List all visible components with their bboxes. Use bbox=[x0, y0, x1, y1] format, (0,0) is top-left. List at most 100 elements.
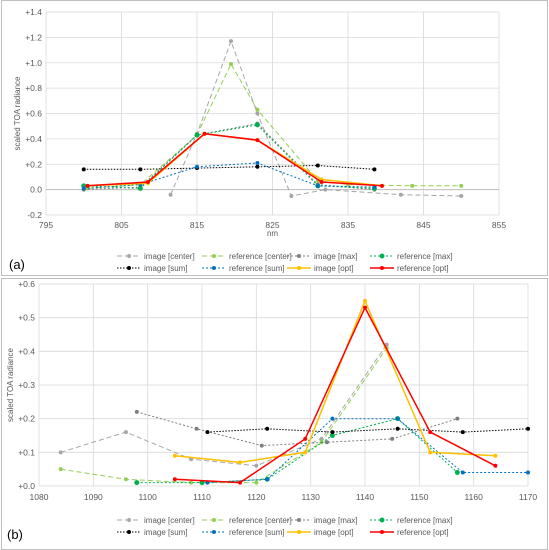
chart-a-series-1 bbox=[85, 62, 464, 191]
chart-b-legend-marker bbox=[297, 530, 301, 534]
chart-b-xtick-label: 1160 bbox=[465, 492, 484, 502]
chart-a-ytick-label: -0.2 bbox=[27, 210, 42, 220]
chart-b-data-point bbox=[330, 416, 335, 421]
chart-b-data-point bbox=[526, 470, 530, 475]
chart-a-xtick-label: 835 bbox=[341, 220, 355, 230]
chart-b-series-line bbox=[60, 344, 388, 467]
chart-a-legend-marker bbox=[297, 254, 301, 258]
chart-b-data-point bbox=[324, 440, 329, 445]
chart-panel-a: -0.2 0.0 +0.2 +0.4 +0.6 +0.8 +1.0 +1.2 +1.4 795 80… bbox=[1, 0, 548, 276]
chart-b-data-point bbox=[428, 430, 433, 435]
chart-a-legend-label: image [max] bbox=[314, 252, 358, 261]
chart-a-series-6 bbox=[85, 131, 384, 188]
chart-b-data-point bbox=[363, 305, 367, 310]
chart-b-data-point bbox=[265, 477, 270, 482]
chart-b-data-point bbox=[254, 480, 259, 485]
chart-a-series-5 bbox=[81, 160, 377, 191]
chart-a-data-point bbox=[459, 193, 464, 198]
chart-a-data-point bbox=[138, 167, 143, 172]
chart-a-data-point bbox=[202, 131, 207, 136]
chart-a-series-7 bbox=[85, 131, 384, 188]
chart-b-data-point bbox=[259, 443, 264, 448]
chart-a-legend: image [center] reference [center] image [m… bbox=[117, 252, 453, 273]
chart-a-series-line bbox=[83, 124, 375, 189]
chart-b-series-line bbox=[136, 418, 458, 484]
chart-a-ytick-label: 0.0 bbox=[30, 185, 42, 195]
chart-a-data-point bbox=[254, 122, 260, 128]
chart-b-series-line bbox=[174, 298, 496, 464]
chart-b-data-point bbox=[395, 416, 400, 421]
chart-a-ytick-label: +0.6 bbox=[25, 109, 42, 119]
chart-b-data-point bbox=[58, 450, 63, 455]
chart-a-data-point bbox=[168, 192, 173, 197]
chart-a-legend-marker bbox=[212, 266, 216, 270]
chart-b-series-2 bbox=[134, 409, 460, 448]
chart-a-legend-marker bbox=[379, 253, 385, 259]
chart-b-data-point bbox=[238, 460, 243, 465]
chart-a-data-point bbox=[81, 167, 86, 172]
chart-b-legend-label: reference [sum] bbox=[229, 528, 285, 537]
chart-b-data-point bbox=[493, 453, 498, 458]
chart-a-data-point bbox=[255, 138, 260, 143]
chart-b-svg: +0.0 +0.1 +0.2 +0.3 +0.4 +0.5 +0.6 1080 1090 1100… bbox=[6, 279, 537, 542]
chart-b-legend-marker bbox=[127, 518, 131, 522]
chart-a-legend-marker bbox=[127, 254, 131, 258]
chart-b-legend-label: reference [max] bbox=[397, 516, 453, 525]
chart-a-ytick-label: +0.4 bbox=[25, 134, 42, 144]
chart-a-legend-label: image [center] bbox=[144, 252, 195, 261]
chart-b-legend-marker bbox=[212, 518, 216, 522]
chart-a-legend-marker bbox=[212, 254, 216, 258]
chart-b-ytick-label: +0.1 bbox=[18, 447, 35, 457]
chart-a-data-point bbox=[459, 183, 464, 188]
chart-a-data-point bbox=[398, 192, 403, 197]
chart-b-xtick-label: 1150 bbox=[410, 492, 429, 502]
chart-b-series-7 bbox=[172, 305, 498, 485]
chart-b-data-point bbox=[363, 298, 367, 303]
chart-a-legend-label: image [sum] bbox=[144, 264, 188, 273]
chart-a-data-point bbox=[194, 132, 200, 138]
chart-b-legend-marker bbox=[380, 530, 384, 534]
chart-a-series-line bbox=[87, 133, 383, 187]
chart-b-data-point bbox=[455, 416, 460, 421]
chart-b-series-6 bbox=[172, 298, 498, 465]
chart-b-series-0 bbox=[58, 342, 389, 468]
chart-b-ytick-label: +0.0 bbox=[18, 481, 35, 491]
chart-panel-b: +0.0 +0.1 +0.2 +0.3 +0.4 +0.5 +0.6 1080 1090 1100… bbox=[1, 278, 548, 550]
chart-a-series-line bbox=[87, 133, 383, 187]
chart-b-xtick-label: 1130 bbox=[302, 492, 321, 502]
chart-b-legend-label: image [sum] bbox=[144, 528, 188, 537]
chart-b-data-point bbox=[390, 436, 395, 441]
chart-a-xlabel: nm bbox=[267, 229, 278, 238]
chart-b-data-point bbox=[194, 426, 199, 431]
chart-a-series-line bbox=[83, 164, 375, 170]
chart-b-data-point bbox=[460, 430, 465, 435]
chart-a-data-point bbox=[255, 111, 260, 116]
chart-b-xtick-label: 1090 bbox=[84, 492, 103, 502]
chart-b-data-point bbox=[454, 470, 460, 476]
chart-b-ytick-label: +0.2 bbox=[18, 414, 35, 424]
chart-b-data-point bbox=[329, 433, 335, 438]
chart-a-ytick-label: +0.8 bbox=[25, 83, 42, 93]
chart-a-legend-label: reference [center] bbox=[229, 252, 292, 261]
chart-b-data-point bbox=[330, 430, 335, 435]
chart-a-ytick-label: +1.0 bbox=[25, 58, 42, 68]
chart-a-legend-label: reference [max] bbox=[397, 252, 453, 261]
chart-a-series-line bbox=[170, 39, 462, 197]
chart-a-data-point bbox=[81, 186, 86, 191]
chart-b-data-point bbox=[134, 409, 139, 414]
chart-b-data-point bbox=[123, 430, 128, 435]
chart-a-data-point bbox=[315, 183, 320, 188]
chart-b-data-point bbox=[460, 470, 465, 475]
chart-b-legend-marker bbox=[212, 530, 216, 534]
chart-a-xtick-label: 805 bbox=[114, 220, 128, 230]
chart-b-xtick-label: 1140 bbox=[356, 492, 375, 502]
chart-a-data-point bbox=[195, 164, 199, 169]
chart-b-xtick-label: 1120 bbox=[247, 492, 266, 502]
chart-b-data-point bbox=[428, 450, 433, 455]
chart-b-data-point bbox=[303, 436, 308, 441]
chart-b-ytick-label: +0.6 bbox=[18, 279, 35, 289]
chart-b-series-3 bbox=[134, 416, 460, 486]
chart-b-legend-label: reference [opt] bbox=[397, 528, 449, 537]
chart-b-legend-marker bbox=[297, 518, 301, 522]
chart-b-data-point bbox=[123, 477, 128, 482]
